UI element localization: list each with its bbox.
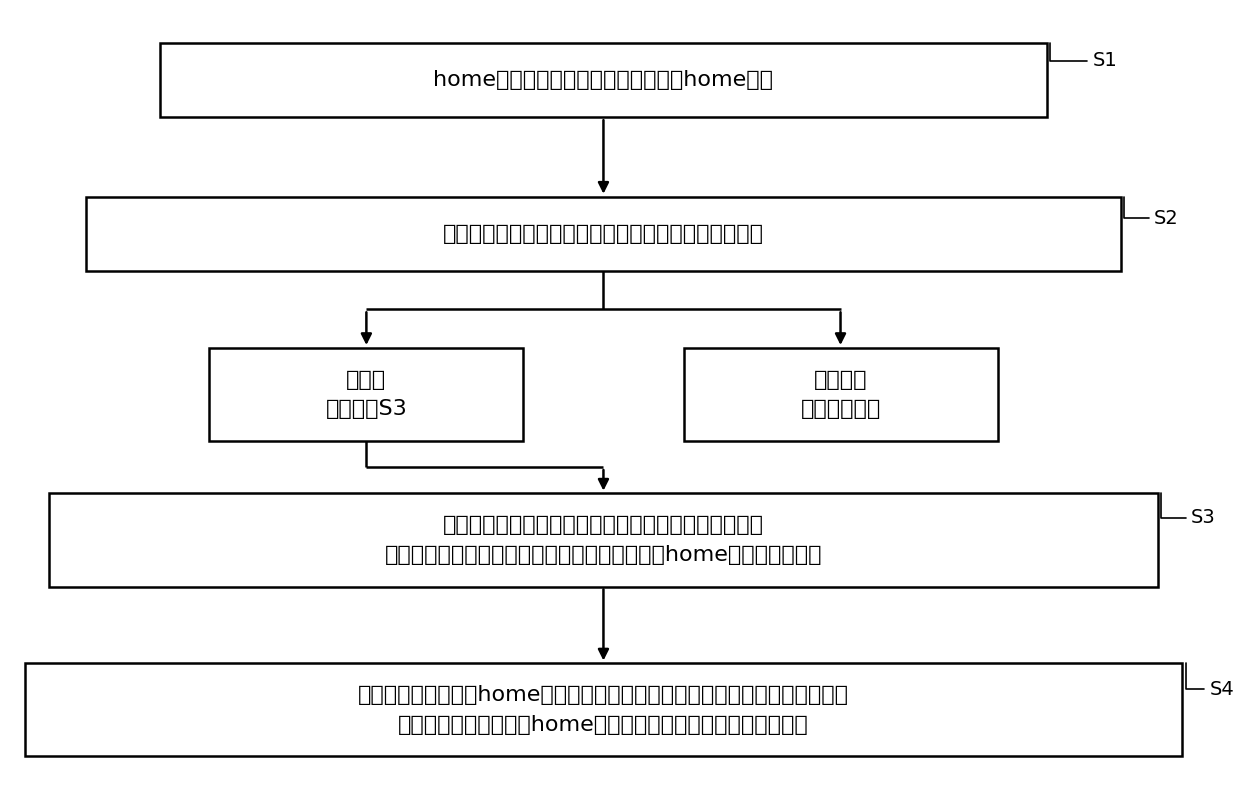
Text: S1: S1 [1093, 51, 1118, 70]
Text: 对射传感器扫描盘仓上的凸台以判断目标盘仓是否存在: 对射传感器扫描盘仓上的凸台以判断目标盘仓是否存在 [444, 224, 764, 244]
Text: S4: S4 [1209, 680, 1234, 699]
Text: S3: S3 [1191, 508, 1215, 527]
Text: 机械手移动至目标盘仓，设置于机械手上的反射传感器
扫描目标盘仓两侧的检测口确定目标盘仓相对于home位置的实际位置: 机械手移动至目标盘仓，设置于机械手上的反射传感器 扫描目标盘仓两侧的检测口确定目… [384, 515, 823, 565]
FancyBboxPatch shape [87, 197, 1121, 271]
FancyBboxPatch shape [50, 493, 1157, 587]
FancyBboxPatch shape [684, 348, 997, 441]
Text: home定位对射传感器扫描挡片并确定home位置: home定位对射传感器扫描挡片并确定home位置 [434, 70, 773, 90]
FancyBboxPatch shape [160, 43, 1047, 117]
Text: 若存在
执行步骤S3: 若存在 执行步骤S3 [326, 370, 408, 419]
FancyBboxPatch shape [209, 348, 523, 441]
FancyBboxPatch shape [25, 663, 1182, 756]
Text: S2: S2 [1154, 209, 1178, 228]
Text: 根据目标盘仓相对于home位置的实际位置以及目标光盘盒在目标盘仓内的位置
确定目标光盘盒相对于home位置的实际位置，完成光盘盒的定位: 根据目标盘仓相对于home位置的实际位置以及目标光盘盒在目标盘仓内的位置 确定目… [358, 685, 849, 735]
Text: 若不存在
发出报错信号: 若不存在 发出报错信号 [800, 370, 881, 419]
